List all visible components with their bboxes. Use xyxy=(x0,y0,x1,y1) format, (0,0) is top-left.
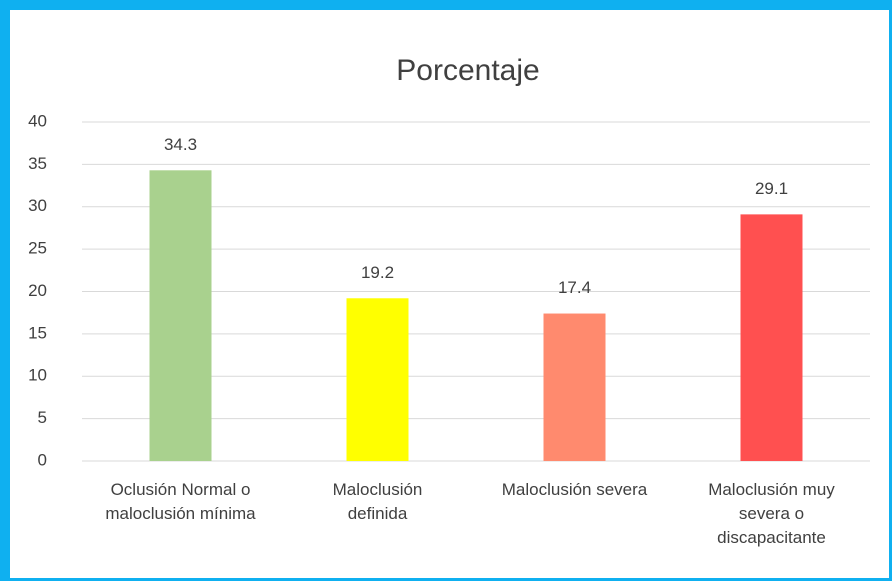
bar xyxy=(740,214,803,461)
bar xyxy=(149,170,212,461)
y-tick-label: 35 xyxy=(28,154,47,173)
bar xyxy=(346,298,409,461)
x-tick-label: Maloclusión severa xyxy=(501,480,648,499)
x-tick-label: Maloclusión definida xyxy=(332,480,423,523)
bar xyxy=(543,313,606,461)
y-tick-label: 40 xyxy=(28,111,47,130)
x-tick-label: Oclusión Normal o maloclusión mínima xyxy=(105,480,256,523)
y-tick-label: 5 xyxy=(38,408,47,427)
data-label: 29.1 xyxy=(755,179,788,198)
y-tick-label: 15 xyxy=(28,323,47,342)
chart-title: Porcentaje xyxy=(396,54,539,87)
x-tick-label: Maloclusión muy severa o discapacitante xyxy=(708,480,835,547)
y-tick-label: 20 xyxy=(28,281,47,300)
y-tick-label: 30 xyxy=(28,196,47,215)
data-label: 19.2 xyxy=(361,263,394,282)
y-tick-label: 10 xyxy=(28,366,47,385)
y-tick-label: 0 xyxy=(38,450,47,469)
data-label: 34.3 xyxy=(164,135,197,154)
y-tick-label: 25 xyxy=(28,239,47,258)
data-label: 17.4 xyxy=(558,278,591,297)
